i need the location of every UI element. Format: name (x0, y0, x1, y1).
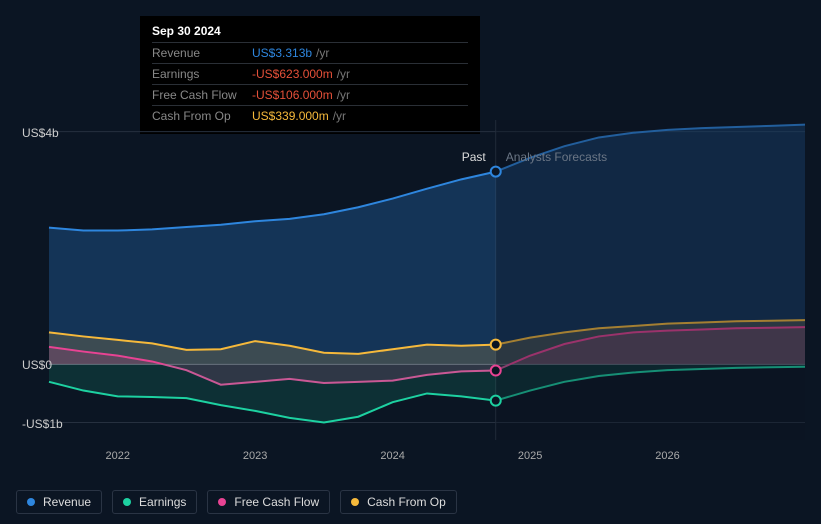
tooltip-metric-value: -US$106.000m (252, 88, 333, 102)
legend-label: Earnings (139, 495, 186, 509)
legend-item-revenue[interactable]: Revenue (16, 490, 102, 514)
series-marker-revenue (491, 167, 501, 177)
legend-dot-icon (27, 498, 35, 506)
tooltip-row: Free Cash Flow-US$106.000m/yr (152, 84, 468, 105)
tooltip-row: Earnings-US$623.000m/yr (152, 63, 468, 84)
forecast-label: Analysts Forecasts (506, 150, 607, 164)
chart-svg (16, 120, 805, 480)
x-axis-label: 2025 (518, 450, 542, 462)
x-axis-label: 2022 (105, 450, 129, 462)
legend-item-free_cash_flow[interactable]: Free Cash Flow (207, 490, 330, 514)
x-axis-label: 2024 (380, 450, 404, 462)
tooltip-row: RevenueUS$3.313b/yr (152, 42, 468, 63)
tooltip-suffix: /yr (316, 46, 329, 60)
chart-tooltip: Sep 30 2024 RevenueUS$3.313b/yrEarnings-… (140, 16, 480, 134)
financials-chart: US$4b US$0 -US$1b Past Analysts Forecasts 202… (16, 120, 805, 480)
legend-label: Cash From Op (367, 495, 446, 509)
y-axis-label: -US$1b (22, 417, 63, 431)
legend-item-cash_from_op[interactable]: Cash From Op (340, 490, 457, 514)
tooltip-metric-value: US$3.313b (252, 46, 312, 60)
tooltip-metric-label: Revenue (152, 46, 252, 60)
y-axis-label: US$0 (22, 358, 52, 372)
y-axis-label: US$4b (22, 126, 59, 140)
chart-legend: Revenue Earnings Free Cash Flow Cash From O… (16, 490, 457, 514)
legend-label: Revenue (43, 495, 91, 509)
legend-item-earnings[interactable]: Earnings (112, 490, 197, 514)
past-label: Past (462, 150, 486, 164)
tooltip-suffix: /yr (337, 88, 350, 102)
x-axis-label: 2023 (243, 450, 267, 462)
series-marker-cash_from_op (491, 340, 501, 350)
tooltip-metric-label: Earnings (152, 67, 252, 81)
series-marker-free_cash_flow (491, 366, 501, 376)
legend-dot-icon (351, 498, 359, 506)
legend-dot-icon (123, 498, 131, 506)
x-axis-label: 2026 (655, 450, 679, 462)
tooltip-date: Sep 30 2024 (152, 24, 468, 38)
tooltip-metric-value: -US$623.000m (252, 67, 333, 81)
legend-dot-icon (218, 498, 226, 506)
tooltip-suffix: /yr (337, 67, 350, 81)
legend-label: Free Cash Flow (234, 495, 319, 509)
series-marker-earnings (491, 396, 501, 406)
tooltip-metric-label: Free Cash Flow (152, 88, 252, 102)
